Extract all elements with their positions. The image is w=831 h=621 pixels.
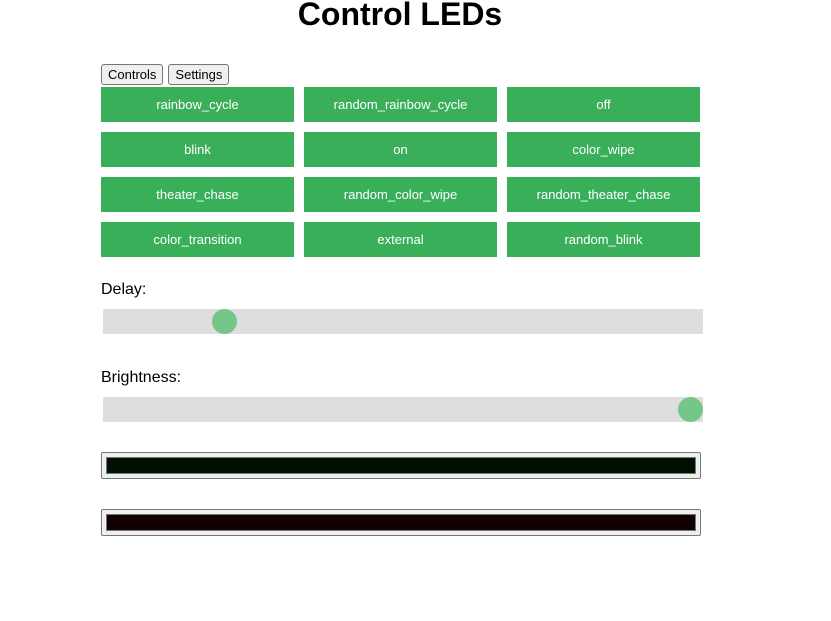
color-swatch-1	[106, 457, 696, 474]
mode-button-external[interactable]: external	[304, 222, 497, 257]
delay-slider[interactable]	[103, 309, 703, 334]
tab-bar: Controls Settings	[101, 64, 230, 85]
brightness-slider-thumb[interactable]	[678, 397, 703, 422]
page-title: Control LEDs	[297, 0, 503, 32]
color-swatch-2	[106, 514, 696, 531]
mode-button-random-theater-chase[interactable]: random_theater_chase	[507, 177, 700, 212]
mode-button-color-wipe[interactable]: color_wipe	[507, 132, 700, 167]
delay-slider-thumb[interactable]	[211, 309, 237, 334]
mode-button-color-transition[interactable]: color_transition	[101, 222, 294, 257]
tab-controls[interactable]: Controls	[101, 64, 164, 85]
tab-settings[interactable]: Settings	[168, 64, 230, 85]
brightness-slider[interactable]	[103, 397, 703, 422]
color-picker-2[interactable]	[101, 509, 701, 536]
mode-button-grid: rainbow_cycle random_rainbow_cycle off blin…	[101, 87, 700, 257]
brightness-label: Brightness:	[101, 369, 182, 386]
color-picker-1[interactable]	[101, 452, 701, 479]
mode-button-theater-chase[interactable]: theater_chase	[101, 177, 294, 212]
mode-button-random-rainbow-cycle[interactable]: random_rainbow_cycle	[304, 87, 497, 122]
mode-button-on[interactable]: on	[304, 132, 497, 167]
mode-button-off[interactable]: off	[507, 87, 700, 122]
mode-button-blink[interactable]: blink	[101, 132, 294, 167]
mode-button-random-blink[interactable]: random_blink	[507, 222, 700, 257]
delay-label: Delay:	[101, 281, 147, 298]
mode-button-random-color-wipe[interactable]: random_color_wipe	[304, 177, 497, 212]
mode-button-rainbow-cycle[interactable]: rainbow_cycle	[101, 87, 294, 122]
